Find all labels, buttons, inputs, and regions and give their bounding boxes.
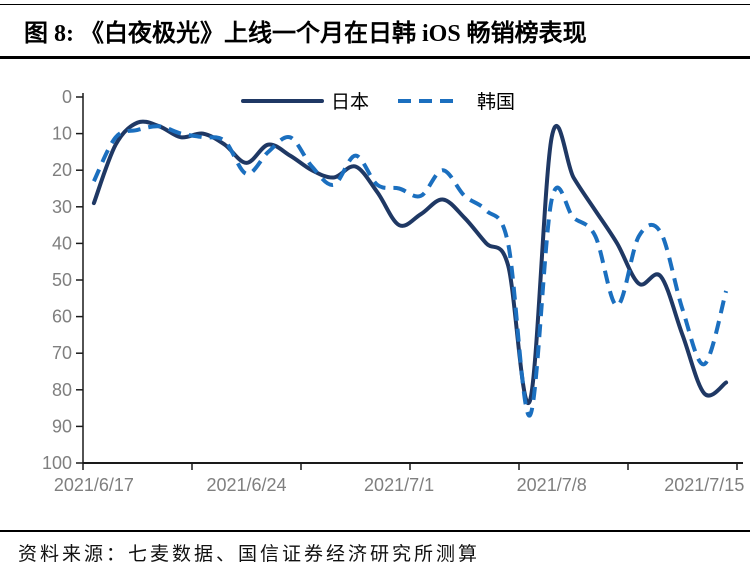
y-tick-label: 100: [42, 453, 72, 473]
y-tick-label: 30: [52, 197, 72, 217]
y-tick-label: 10: [52, 124, 72, 144]
y-tick-label: 40: [52, 233, 72, 253]
x-tick-label: 2021/7/15: [664, 475, 744, 495]
legend-label-korea: 韩国: [477, 91, 515, 113]
y-tick-label: 70: [52, 343, 72, 363]
y-tick-label: 80: [52, 380, 72, 400]
series-line-korea: [92, 124, 729, 418]
x-tick-label: 2021/7/8: [517, 475, 587, 495]
legend-label-japan: 日本: [331, 91, 369, 113]
x-tick-label: 2021/7/1: [364, 475, 434, 495]
y-tick-label: 20: [52, 160, 72, 180]
figure-title: 图 8: 《白夜极光》上线一个月在日韩 iOS 畅销榜表现: [24, 21, 587, 47]
y-tick-label: 0: [62, 87, 72, 107]
title-underline-rule: [0, 56, 750, 59]
y-tick-label: 90: [52, 416, 72, 436]
legend: 日本 韩国: [241, 91, 515, 113]
footer-rule: [0, 530, 750, 532]
y-tick-label: 60: [52, 307, 72, 327]
source-note: 资料来源：七麦数据、国信证券经济研究所测算: [18, 544, 481, 565]
series-line-japan: [91, 119, 729, 406]
x-tick-label: 2021/6/24: [206, 475, 286, 495]
top-rule: [0, 4, 750, 5]
y-tick-label: 50: [52, 270, 72, 290]
x-tick-label: 2021/6/17: [54, 475, 134, 495]
series-lines: [91, 119, 729, 418]
